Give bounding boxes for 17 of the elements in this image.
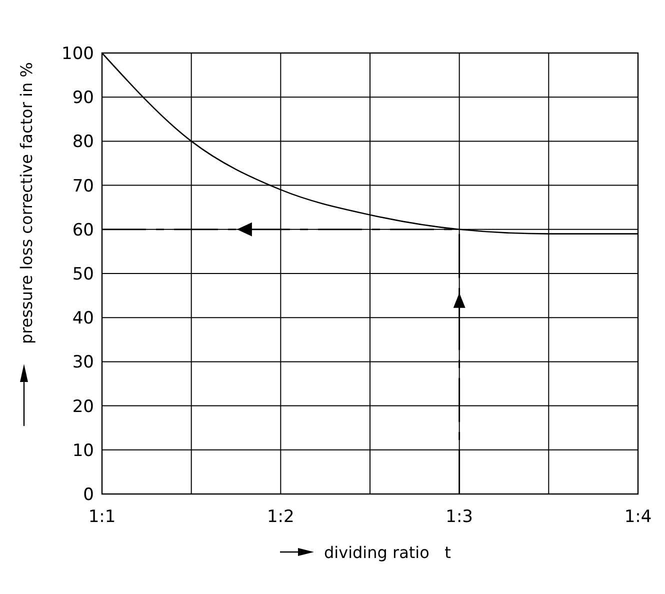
- x-tick-label: 1:3: [446, 507, 474, 527]
- y-axis-title: pressure loss corrective factor in %: [17, 62, 36, 344]
- y-tick-label: 50: [72, 264, 94, 284]
- x-tick-label: 1:1: [88, 507, 116, 527]
- y-tick-label: 60: [72, 220, 94, 240]
- y-tick-label: 80: [72, 132, 94, 152]
- x-axis-title: dividing ratio t: [324, 543, 451, 562]
- x-tick-label: 1:4: [624, 507, 652, 527]
- y-tick-label: 40: [72, 308, 94, 329]
- y-tick-label: 0: [83, 484, 94, 505]
- y-tick-label: 90: [72, 88, 94, 108]
- x-tick-label: 1:2: [266, 507, 294, 527]
- y-tick-label: 30: [72, 352, 94, 373]
- y-tick-label: 100: [62, 44, 94, 64]
- y-tick-label: 70: [72, 176, 94, 196]
- y-tick-label: 20: [72, 396, 94, 417]
- y-tick-label: 10: [72, 440, 94, 461]
